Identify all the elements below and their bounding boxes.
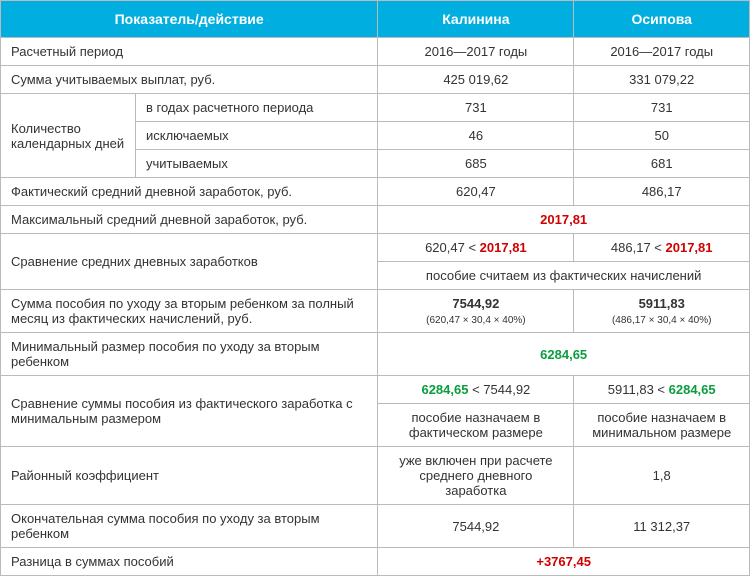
row-sumpay: Сумма учитываемых выплат, руб. 425 019,6… [1, 66, 750, 94]
cmp2-v1b: < 7544,92 [468, 382, 530, 397]
row-min: Минимальный размер пособия по уходу за в… [1, 333, 750, 376]
cmp2-v2b: 6284,65 [669, 382, 716, 397]
max-label: Максимальный средний дневной заработок, … [1, 206, 378, 234]
sumpay-v2: 331 079,22 [574, 66, 750, 94]
cmp2-n2: пособие назначаем в минимальном размере [574, 404, 750, 447]
calculation-table: Показатель/действие Калинина Осипова Рас… [0, 0, 750, 576]
final-v1: 7544,92 [378, 505, 574, 548]
days-r1-v1: 731 [378, 94, 574, 122]
cmp2-v1: 6284,65 < 7544,92 [378, 376, 574, 404]
cmp2-n1: пособие назначаем в фактическом размере [378, 404, 574, 447]
final-v2: 11 312,37 [574, 505, 750, 548]
fact-v1: 620,47 [378, 178, 574, 206]
header-person-1: Калинина [378, 1, 574, 38]
days-r3-v1: 685 [378, 150, 574, 178]
allow-v1: 7544,92 (620,47 × 30,4 × 40%) [378, 290, 574, 333]
coef-label: Районный коэффициент [1, 447, 378, 505]
days-r1-v2: 731 [574, 94, 750, 122]
allow-label: Сумма пособия по уходу за вторым ребенко… [1, 290, 378, 333]
row-coef: Районный коэффициент уже включен при рас… [1, 447, 750, 505]
cmp2-v2a: 5911,83 < [608, 382, 669, 397]
sumpay-v1: 425 019,62 [378, 66, 574, 94]
cmp-v2: 486,17 < 2017,81 [574, 234, 750, 262]
sumpay-label: Сумма учитываемых выплат, руб. [1, 66, 378, 94]
header-row: Показатель/действие Калинина Осипова [1, 1, 750, 38]
cmp2-v2: 5911,83 < 6284,65 [574, 376, 750, 404]
final-label: Окончательная сумма пособия по уходу за … [1, 505, 378, 548]
days-r3-label: учитываемых [136, 150, 378, 178]
period-v2: 2016—2017 годы [574, 38, 750, 66]
row-days-1: Количество календарных дней в годах расч… [1, 94, 750, 122]
days-r2-label: исключаемых [136, 122, 378, 150]
row-cmp2-values: Сравнение суммы пособия из фактического … [1, 376, 750, 404]
allow-v1-main: 7544,92 [452, 296, 499, 311]
row-diff: Разница в суммах пособий +3767,45 [1, 548, 750, 576]
min-value: 6284,65 [378, 333, 750, 376]
cmp-label: Сравнение средних дневных заработков [1, 234, 378, 290]
cmp2-v1a: 6284,65 [421, 382, 468, 397]
row-cmp-values: Сравнение средних дневных заработков 620… [1, 234, 750, 262]
cmp2-label: Сравнение суммы пособия из фактического … [1, 376, 378, 447]
coef-v2: 1,8 [574, 447, 750, 505]
cmp-v2b: 2017,81 [666, 240, 713, 255]
cmp-note: пособие считаем из фактических начислени… [378, 262, 750, 290]
allow-v2: 5911,83 (486,17 × 30,4 × 40%) [574, 290, 750, 333]
days-group-label: Количество календарных дней [1, 94, 136, 178]
cmp-v1: 620,47 < 2017,81 [378, 234, 574, 262]
header-person-2: Осипова [574, 1, 750, 38]
period-v1: 2016—2017 годы [378, 38, 574, 66]
coef-v1: уже включен при расчете среднего дневног… [378, 447, 574, 505]
row-period: Расчетный период 2016—2017 годы 2016—201… [1, 38, 750, 66]
fact-label: Фактический средний дневной заработок, р… [1, 178, 378, 206]
header-indicator: Показатель/действие [1, 1, 378, 38]
fact-v2: 486,17 [574, 178, 750, 206]
row-max: Максимальный средний дневной заработок, … [1, 206, 750, 234]
row-final: Окончательная сумма пособия по уходу за … [1, 505, 750, 548]
row-fact: Фактический средний дневной заработок, р… [1, 178, 750, 206]
diff-label: Разница в суммах пособий [1, 548, 378, 576]
days-r3-v2: 681 [574, 150, 750, 178]
min-label: Минимальный размер пособия по уходу за в… [1, 333, 378, 376]
allow-v2-sub: (486,17 × 30,4 × 40%) [612, 315, 712, 326]
days-r2-v2: 50 [574, 122, 750, 150]
days-r1-label: в годах расчетного периода [136, 94, 378, 122]
cmp-v1b: 2017,81 [480, 240, 527, 255]
cmp-v2a: 486,17 < [611, 240, 666, 255]
allow-v2-main: 5911,83 [639, 296, 685, 311]
row-allowance: Сумма пособия по уходу за вторым ребенко… [1, 290, 750, 333]
cmp-v1a: 620,47 < [425, 240, 480, 255]
period-label: Расчетный период [1, 38, 378, 66]
days-r2-v1: 46 [378, 122, 574, 150]
max-value: 2017,81 [378, 206, 750, 234]
allow-v1-sub: (620,47 × 30,4 × 40%) [426, 315, 526, 326]
diff-value: +3767,45 [378, 548, 750, 576]
